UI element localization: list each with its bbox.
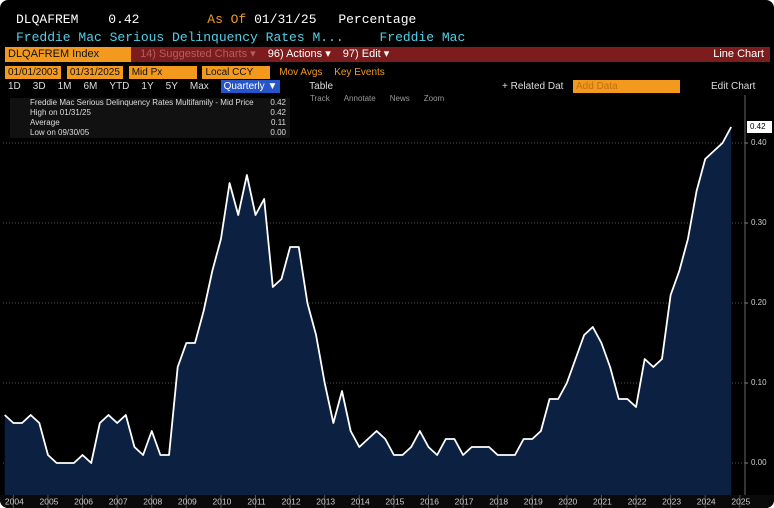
tool-button[interactable]: Track (310, 94, 330, 103)
mov-avgs[interactable]: Mov Avgs (279, 67, 323, 78)
legend-label: High on 01/31/25 (30, 108, 91, 117)
x-axis-strip (0, 495, 774, 508)
legend-label: Freddie Mac Serious Delinquency Rates Mu… (30, 98, 254, 107)
range-button[interactable]: 1Y (141, 81, 154, 92)
field-select[interactable]: Mid Px (128, 66, 197, 79)
x-tick-label: 2006 (74, 496, 93, 506)
legend-value: 0.11 (271, 118, 286, 127)
description: Freddie Mac Serious Delinquency Rates M.… (16, 30, 344, 45)
tool-button[interactable]: Annotate (343, 94, 376, 103)
add-data[interactable]: Add Data (573, 80, 680, 93)
last-price: 0.42 (108, 12, 140, 27)
key-events[interactable]: Key Events (334, 67, 385, 78)
x-tick-label: 2004 (5, 496, 24, 506)
x-tick-label: 2024 (697, 496, 716, 506)
title-row: DLQAFREM 0.42 As Of 01/31/25 Percentage (16, 12, 416, 27)
toolbar: DLQAFREM Index 14) Suggested Charts ▾ 96… (5, 47, 770, 62)
legend-label: Low on 09/30/05 (30, 128, 90, 137)
related-data[interactable]: + Related Dat (502, 81, 564, 92)
tools-row: Track Annotate News Zoom (310, 94, 458, 103)
legend-row: Average 0.11 (10, 118, 290, 128)
range-button[interactable]: 3D (32, 81, 46, 92)
x-tick-label: 2019 (524, 496, 543, 506)
x-tick-label: 2011 (247, 496, 266, 506)
range-button[interactable]: 1D (8, 81, 21, 92)
x-tick-label: 2013 (316, 496, 335, 506)
area-fill (4, 127, 732, 495)
as-of-date: 01/31/25 (254, 12, 317, 27)
edit-menu[interactable]: 97) Edit ▾ (342, 48, 390, 60)
x-tick-label: 2008 (143, 496, 162, 506)
as-of-label: As Of (207, 12, 247, 27)
y-tick-label: 0.10 (751, 378, 767, 387)
controls-row: 01/01/2003 01/31/2025 Mid Px Local CCY M… (5, 66, 391, 79)
actions-menu[interactable]: 96) Actions ▾ (267, 48, 331, 60)
y-tick-label: 0.00 (751, 458, 767, 467)
x-tick-label: 2012 (282, 496, 301, 506)
tool-button[interactable]: Zoom (423, 94, 445, 103)
legend: Freddie Mac Serious Delinquency Rates Mu… (10, 98, 290, 138)
last-value-label: 0.42 (750, 122, 766, 131)
source: Freddie Mac (379, 30, 466, 45)
x-tick-label: 2021 (593, 496, 612, 506)
tool-button[interactable]: News (389, 94, 410, 103)
legend-value: 0.00 (270, 128, 286, 137)
end-date[interactable]: 01/31/2025 (66, 66, 123, 79)
legend-row: Low on 09/30/05 0.00 (10, 128, 290, 138)
range-button[interactable]: 6M (83, 81, 98, 92)
x-tick-label: 2017 (455, 496, 474, 506)
legend-label: Average (30, 118, 60, 127)
ticker: DLQAFREM (16, 12, 79, 27)
security-field[interactable]: DLQAFREM Index (5, 47, 131, 62)
x-tick-label: 2022 (628, 496, 647, 506)
y-tick-label: 0.40 (751, 138, 767, 147)
edit-chart[interactable]: Edit Chart (711, 81, 756, 92)
units: Percentage (338, 12, 417, 27)
y-tick-label: 0.30 (751, 218, 767, 227)
legend-row: Freddie Mac Serious Delinquency Rates Mu… (10, 98, 290, 108)
legend-value: 0.42 (270, 98, 286, 107)
subtitle-row: Freddie Mac Serious Delinquency Rates M.… (16, 30, 465, 45)
x-tick-label: 2010 (212, 496, 231, 506)
last-value-tag (747, 121, 772, 133)
x-tick-label: 2016 (420, 496, 439, 506)
range-button[interactable]: 5Y (165, 81, 178, 92)
range-row: 1D 3D 1M 6M YTD 1Y 5Y Max Quarterly ▼ Table + R… (5, 80, 770, 93)
legend-value: 0.42 (270, 108, 286, 117)
start-date[interactable]: 01/01/2003 (5, 66, 62, 79)
suggested-charts[interactable]: 14) Suggested Charts ▾ (140, 48, 256, 60)
x-tick-label: 2018 (489, 496, 508, 506)
x-tick-label: 2007 (109, 496, 128, 506)
legend-row: High on 01/31/25 0.42 (10, 108, 290, 118)
x-tick-label: 2005 (40, 496, 59, 506)
series-line (4, 126, 732, 464)
range-button[interactable]: Max (189, 81, 209, 92)
x-tick-label: 2025 (731, 496, 750, 506)
x-tick-label: 2014 (351, 496, 370, 506)
x-tick-label: 2009 (178, 496, 197, 506)
range-button[interactable]: YTD (109, 81, 130, 92)
currency-select[interactable]: Local CCY (202, 66, 271, 79)
range-button[interactable]: 1M (57, 81, 72, 92)
x-tick-label: 2023 (662, 496, 681, 506)
chart-type: Line Chart (713, 48, 764, 60)
x-tick-label: 2015 (385, 496, 404, 506)
period-select[interactable]: Quarterly ▼ (220, 80, 281, 93)
table-button[interactable]: Table (309, 81, 334, 92)
y-tick-label: 0.20 (751, 298, 767, 307)
x-tick-label: 2020 (558, 496, 577, 506)
